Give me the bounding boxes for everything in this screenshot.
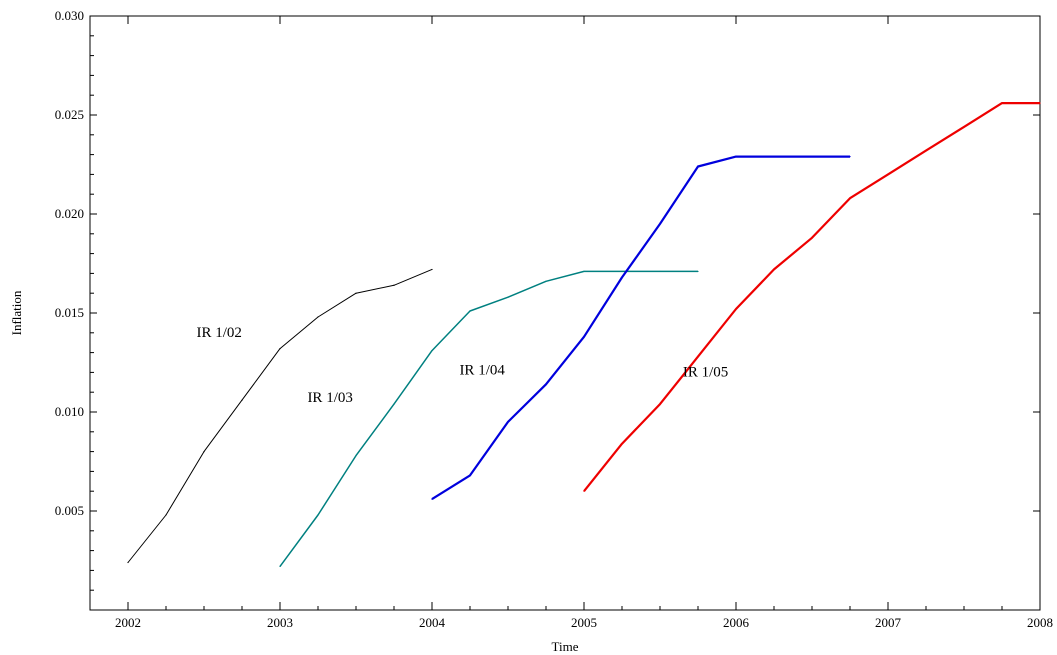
- series-point: [1001, 102, 1003, 104]
- series-point: [697, 270, 699, 273]
- series-annotation: IR 1/02: [196, 325, 241, 341]
- series-point: [469, 310, 471, 312]
- series-line-2: [279, 270, 698, 567]
- series-point: [963, 126, 965, 128]
- series-point: [849, 197, 851, 199]
- series-point: [431, 268, 433, 271]
- y-axis: 0.005 0.010 0.015 0.020 0.025 0.030: [55, 8, 1040, 591]
- y-tick-label: 0.020: [55, 206, 84, 221]
- x-tick-label: 2006: [723, 615, 750, 630]
- x-tick-label: 2008: [1027, 615, 1053, 630]
- series-point: [545, 383, 547, 385]
- series-point: [811, 237, 813, 239]
- series-point: [621, 276, 623, 278]
- series-point: [773, 268, 775, 271]
- y-tick-label: 0.030: [55, 8, 84, 23]
- series-point: [735, 155, 737, 158]
- series-point: [659, 270, 661, 273]
- series-point: [583, 270, 585, 273]
- series-point: [431, 350, 433, 352]
- x-tick-label: 2003: [267, 615, 293, 630]
- series-point: [507, 296, 509, 298]
- series-line-1: [127, 268, 433, 563]
- series-line-4: [583, 101, 1040, 492]
- x-tick-label: 2002: [115, 615, 141, 630]
- series-annotation: IR 1/05: [683, 364, 728, 380]
- series-point: [127, 561, 129, 564]
- series-point: [1039, 102, 1041, 104]
- series-point: [165, 514, 167, 516]
- y-tick-label: 0.015: [55, 305, 84, 320]
- series-point: [241, 399, 243, 401]
- series-point: [659, 223, 661, 225]
- series-point: [621, 443, 623, 445]
- plot-frame: [89, 15, 1041, 611]
- series-point: [773, 155, 775, 158]
- series-point: [659, 403, 661, 405]
- x-axis-label: Time: [552, 639, 579, 654]
- x-tick-label: 2007: [875, 615, 902, 630]
- series-lines: [127, 101, 1041, 568]
- y-axis-label: Inflation: [9, 290, 24, 335]
- y-tick-label: 0.010: [55, 404, 84, 419]
- series-point: [393, 284, 395, 286]
- series-point: [811, 155, 813, 158]
- series-annotation: IR 1/04: [459, 362, 505, 378]
- series-point: [849, 155, 851, 158]
- series-point: [621, 270, 623, 273]
- series-point: [393, 403, 395, 405]
- y-tick-label: 0.025: [55, 107, 84, 122]
- series-point: [279, 348, 281, 350]
- series-line-3: [431, 155, 850, 501]
- series-point: [735, 308, 737, 310]
- series-annotation: IR 1/03: [307, 390, 352, 406]
- x-tick-label: 2004: [419, 615, 446, 630]
- series-point: [697, 165, 699, 168]
- series-point: [697, 355, 699, 358]
- series-point: [583, 490, 585, 492]
- series-point: [355, 292, 357, 294]
- x-axis: 2002 2003 2004 2005 2006 2007 2008: [115, 16, 1053, 630]
- x-tick-label: 2005: [571, 615, 597, 630]
- series-point: [355, 454, 357, 457]
- series-point: [317, 316, 319, 318]
- series-annotations: IR 1/02 IR 1/03 IR 1/04 IR 1/05: [196, 325, 728, 406]
- series-point: [317, 514, 319, 516]
- series-point: [545, 280, 547, 282]
- y-tick-label: 0.005: [55, 503, 84, 518]
- series-point: [887, 173, 889, 175]
- series-point: [279, 565, 281, 568]
- series-point: [583, 336, 585, 338]
- series-point: [469, 474, 471, 476]
- series-point: [925, 150, 927, 152]
- series-point: [203, 451, 205, 453]
- series-point: [431, 498, 433, 500]
- series-point: [507, 421, 509, 423]
